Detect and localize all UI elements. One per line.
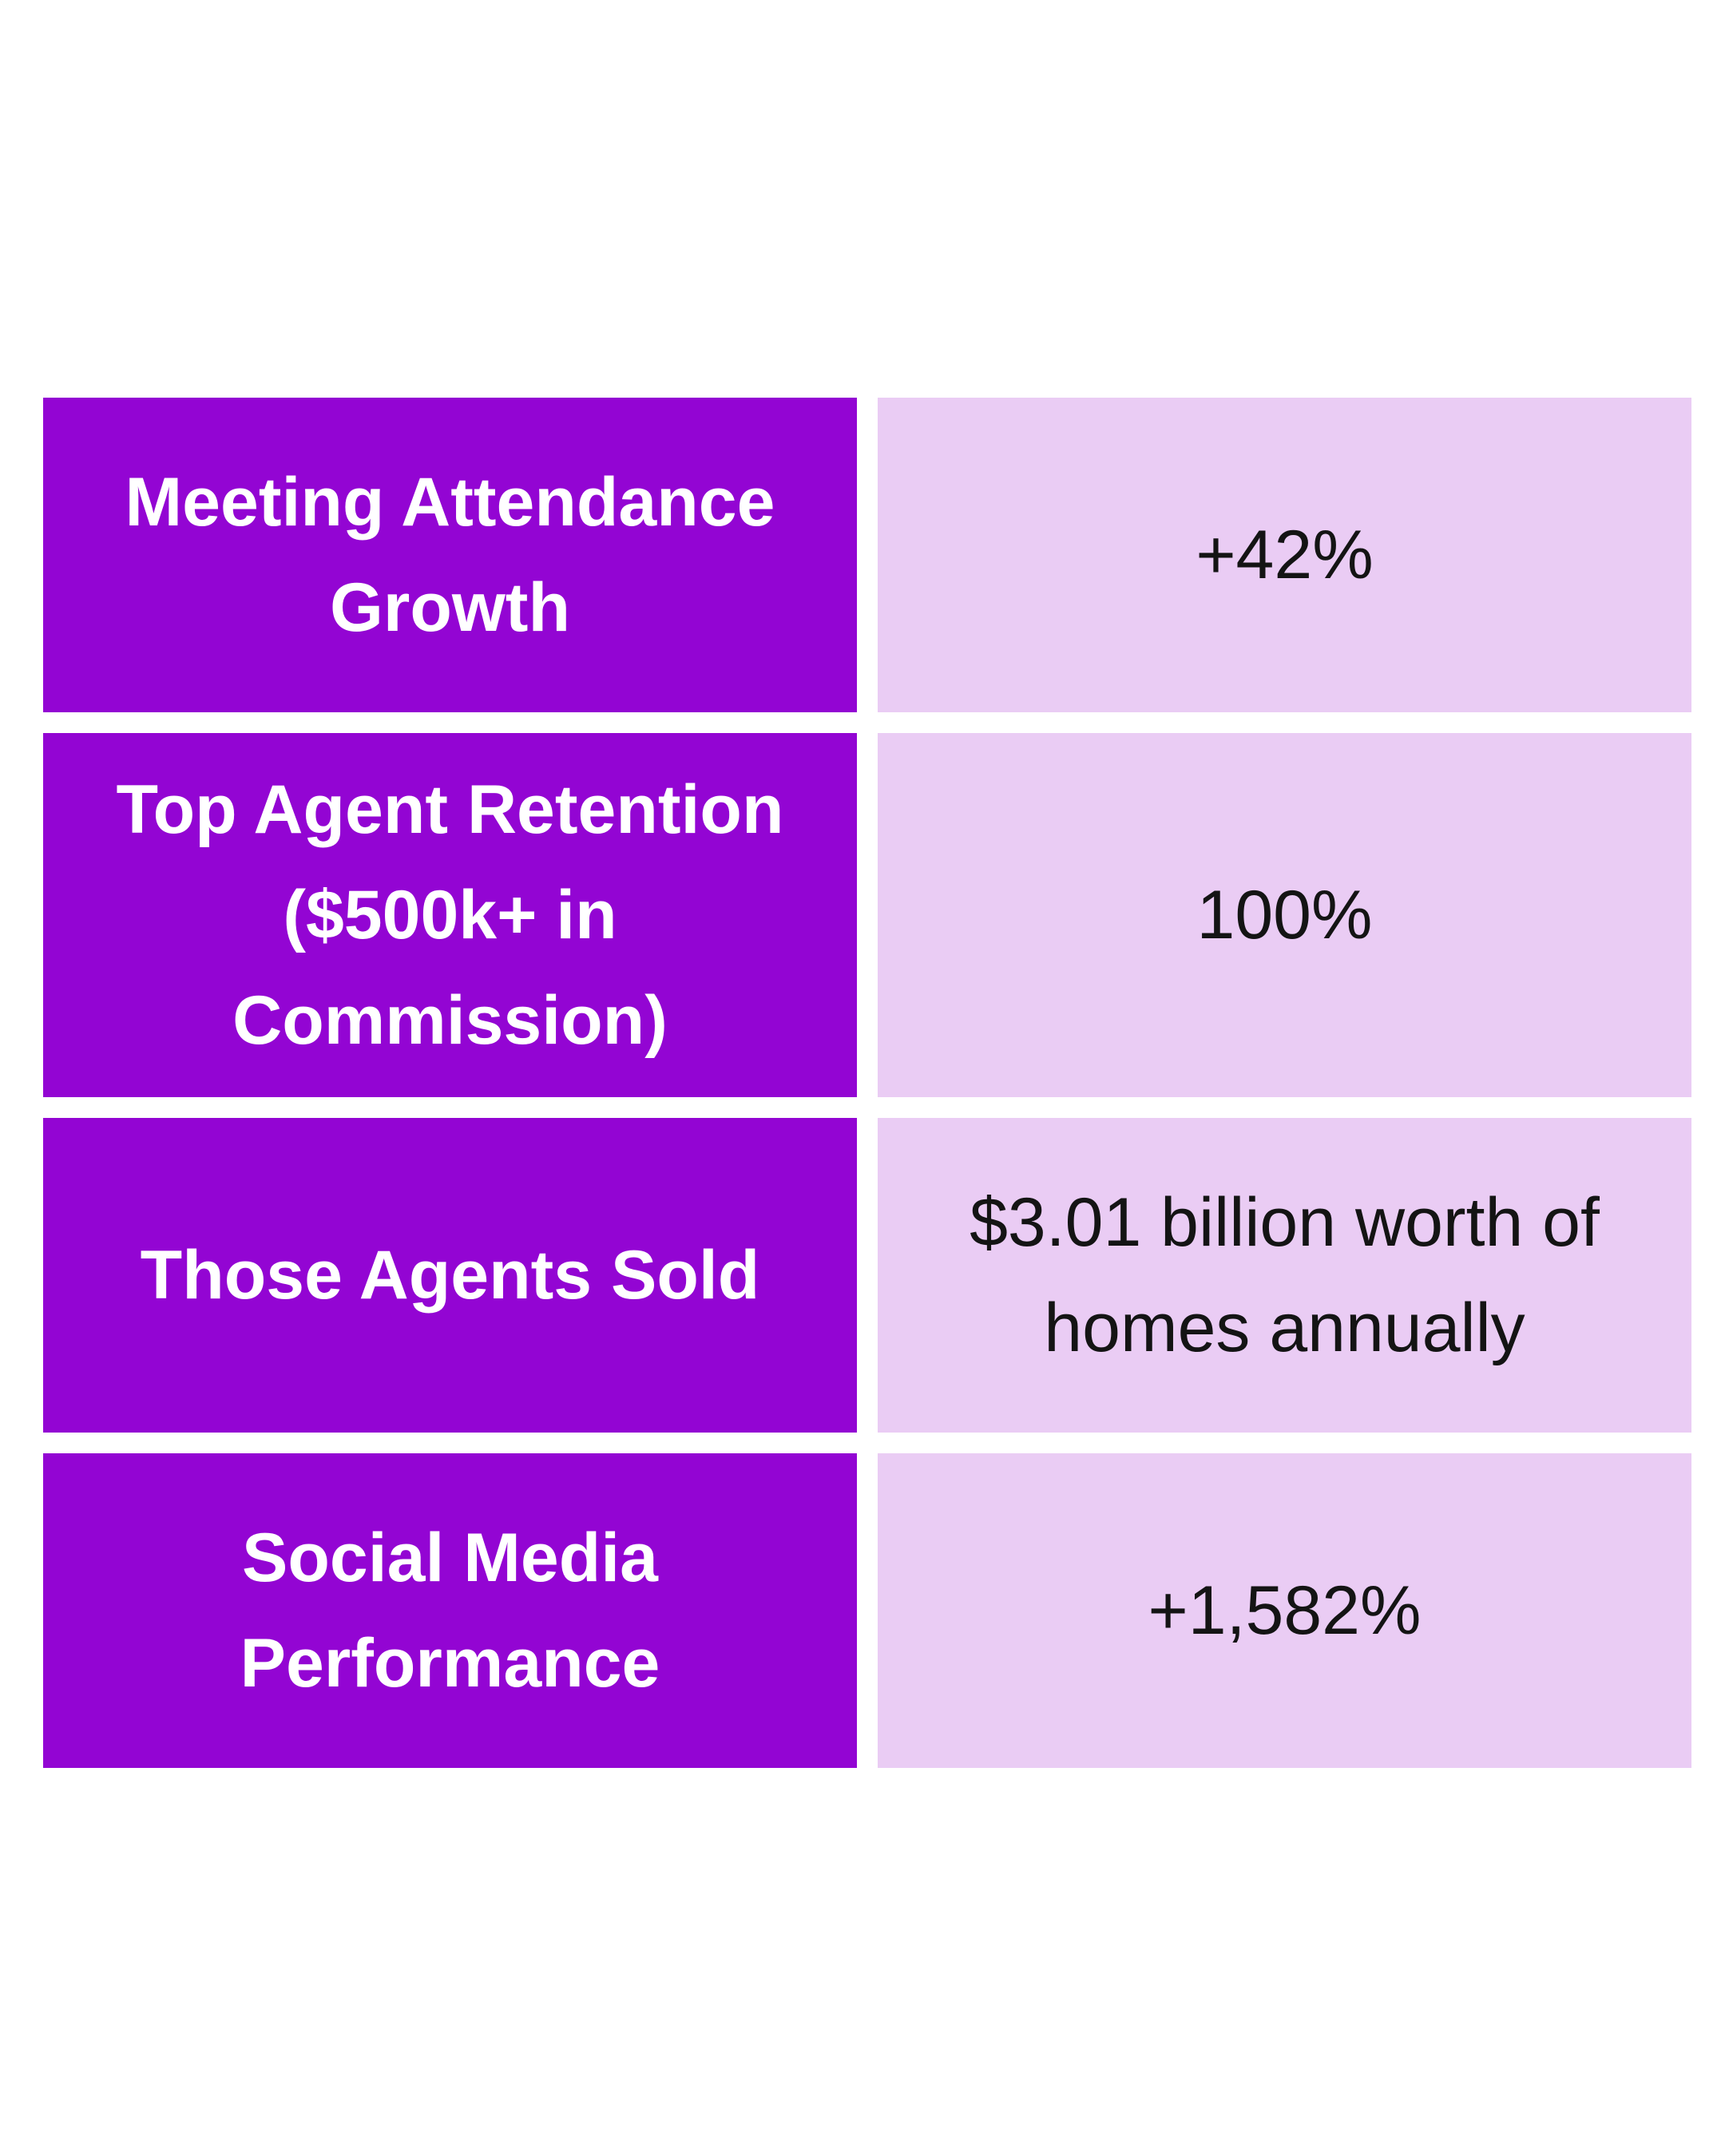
row-label-cell: Social Media Performance xyxy=(43,1453,857,1768)
table-row: Meeting Attendance Growth +42% xyxy=(43,398,1691,712)
row-label-cell: Top Agent Retention ($500k+ in Commissio… xyxy=(43,733,857,1097)
row-value-cell: +1,582% xyxy=(878,1453,1691,1768)
row-value-cell: 100% xyxy=(878,733,1691,1097)
row-label-cell: Those Agents Sold xyxy=(43,1118,857,1433)
row-value: $3.01 billion worth of homes annually xyxy=(970,1184,1600,1366)
row-value: +1,582% xyxy=(1148,1572,1422,1649)
table-row: Top Agent Retention ($500k+ in Commissio… xyxy=(43,733,1691,1097)
row-value-cell: +42% xyxy=(878,398,1691,712)
stats-table: Meeting Attendance Growth +42% Top Agent… xyxy=(43,398,1691,1789)
row-label-cell: Meeting Attendance Growth xyxy=(43,398,857,712)
table-row: Those Agents Sold $3.01 billion worth of… xyxy=(43,1118,1691,1433)
row-label: Meeting Attendance Growth xyxy=(125,464,775,646)
row-value: +42% xyxy=(1196,517,1374,593)
row-value: 100% xyxy=(1196,877,1373,953)
row-label: Those Agents Sold xyxy=(140,1237,760,1314)
row-label: Social Media Performance xyxy=(240,1520,660,1702)
table-row: Social Media Performance +1,582% xyxy=(43,1453,1691,1768)
row-label: Top Agent Retention ($500k+ in Commissio… xyxy=(116,771,784,1059)
row-value-cell: $3.01 billion worth of homes annually xyxy=(878,1118,1691,1433)
